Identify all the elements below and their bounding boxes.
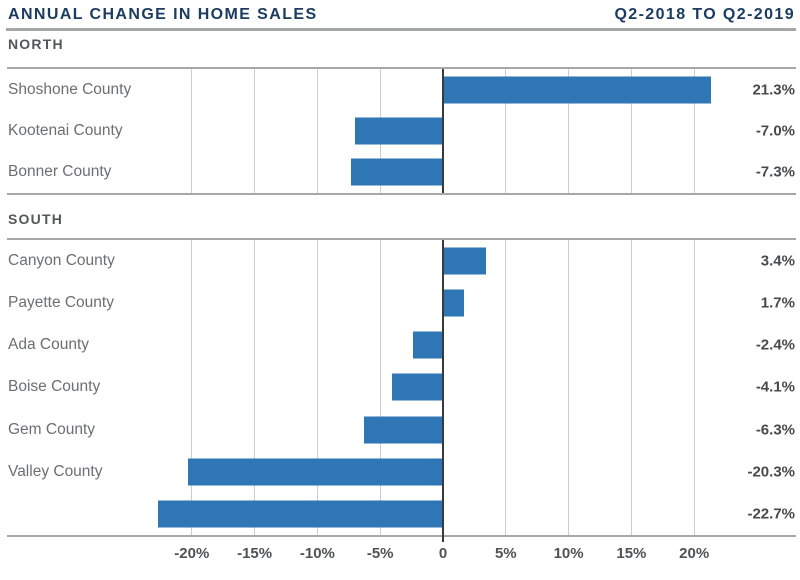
gridline — [693, 69, 695, 193]
chart-top-border — [7, 238, 796, 240]
chart-rows: Shoshone County 21.3% Kootenai County -7.0%… — [0, 69, 800, 193]
chart-row: Bonner County -7.3% — [0, 152, 800, 193]
value-label: -2.4% — [755, 336, 795, 354]
gridline — [568, 69, 570, 193]
value-label: 21.3% — [752, 81, 795, 99]
zero-axis-line — [442, 69, 444, 193]
bar — [443, 247, 486, 275]
category-label: Valley County — [8, 462, 103, 480]
gridline — [630, 240, 632, 535]
axis-tick-label: 15% — [616, 545, 647, 562]
chart-row: Payette County 1.7% — [0, 282, 800, 324]
chart-top-border — [7, 67, 796, 69]
axis-tick-label: -10% — [299, 545, 335, 562]
section-title-south: SOUTH — [8, 211, 63, 227]
value-label: -7.3% — [755, 163, 795, 181]
bar — [443, 76, 711, 104]
axis-tick-label: 0 — [438, 545, 448, 562]
category-label: Ada County — [8, 336, 89, 354]
bar — [351, 158, 443, 186]
category-label: Gem County — [8, 420, 96, 438]
value-label: 1.7% — [760, 294, 795, 312]
gridline — [693, 240, 695, 535]
value-label: -22.7% — [747, 505, 795, 523]
gridline — [379, 240, 381, 535]
bar-chart-north: Shoshone County 21.3% Kootenai County -7.0%… — [0, 67, 800, 195]
zero-axis-line — [442, 240, 444, 542]
gridline — [316, 69, 318, 193]
value-label: -7.0% — [755, 122, 795, 140]
chart-bottom-border — [7, 534, 796, 537]
gridline — [568, 240, 570, 535]
axis-tick-label: 20% — [679, 545, 710, 562]
category-label: Kootenai County — [8, 121, 123, 139]
chart-row: Canyon County 3.4% — [0, 240, 800, 282]
report-header: ANNUAL CHANGE IN HOME SALES Q2-2018 TO Q… — [0, 0, 800, 24]
report-period: Q2-2018 TO Q2-2019 — [614, 6, 795, 23]
gridline — [630, 69, 632, 193]
gridline — [316, 240, 318, 535]
bar — [188, 458, 443, 486]
axis-tick-label: 10% — [553, 545, 584, 562]
chart-row: Shoshone County 21.3% — [0, 69, 800, 110]
chart-row: -22.7% — [0, 493, 800, 535]
value-label: 3.4% — [760, 252, 795, 270]
bar — [443, 289, 465, 317]
bar-chart-south: Canyon County 3.4% Payette County 1.7% Ada C… — [0, 238, 800, 542]
bar — [355, 117, 443, 145]
chart-rows: Canyon County 3.4% Payette County 1.7% Ada C… — [0, 240, 800, 535]
chart-row: Boise County -4.1% — [0, 366, 800, 408]
chart-row: Ada County -2.4% — [0, 324, 800, 366]
bar — [157, 500, 443, 528]
category-label: Boise County — [8, 378, 101, 396]
chart-section-north: NORTH Shoshone County 21.3% Kootenai Count… — [0, 37, 800, 195]
bar — [391, 373, 443, 401]
gridline — [505, 240, 507, 535]
gridline — [254, 69, 256, 193]
gridline — [254, 240, 256, 535]
category-label: Shoshone County — [8, 80, 132, 98]
value-label: -6.3% — [755, 421, 795, 439]
category-label: Bonner County — [8, 163, 112, 181]
value-label: -4.1% — [755, 378, 795, 396]
value-label: -20.3% — [747, 463, 795, 481]
axis-tick-label: -5% — [366, 545, 394, 562]
gridline — [505, 69, 507, 193]
bar — [412, 331, 443, 359]
chart-row: Valley County -20.3% — [0, 451, 800, 493]
x-axis: -20% -15% -10% -5% 0 5% 10% 15% 20% — [0, 537, 800, 567]
gridline — [191, 69, 193, 193]
axis-tick-label: -20% — [174, 545, 210, 562]
gridline — [191, 240, 193, 535]
axis-tick-label: 5% — [494, 545, 517, 562]
category-label: Payette County — [8, 294, 114, 312]
header-divider — [6, 28, 796, 31]
chart-row: Gem County -6.3% — [0, 409, 800, 451]
section-title-north: NORTH — [8, 36, 64, 52]
axis-tick-label: -15% — [237, 545, 273, 562]
chart-row: Kootenai County -7.0% — [0, 110, 800, 151]
bar — [363, 416, 443, 444]
chart-section-south: SOUTH Canyon County 3.4% Payette County 1.7… — [0, 211, 800, 542]
chart-bottom-border — [7, 193, 796, 195]
page-title: ANNUAL CHANGE IN HOME SALES — [8, 6, 318, 23]
category-label: Canyon County — [8, 252, 115, 270]
